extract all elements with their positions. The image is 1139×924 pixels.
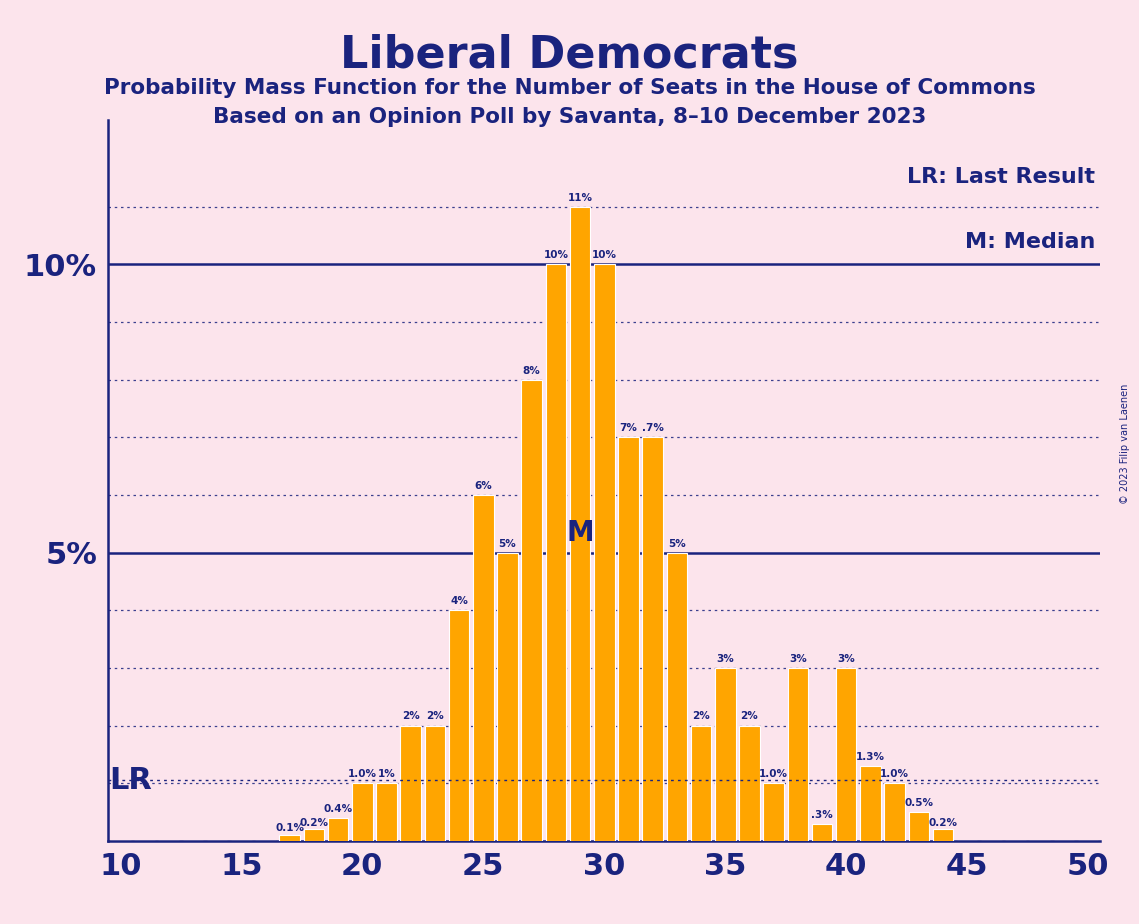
Bar bbox=[642, 437, 663, 841]
Text: LR: LR bbox=[109, 766, 153, 795]
Bar bbox=[328, 818, 349, 841]
Text: 1.0%: 1.0% bbox=[880, 769, 909, 779]
Text: 6%: 6% bbox=[474, 480, 492, 491]
Bar bbox=[860, 766, 880, 841]
Bar bbox=[593, 264, 615, 841]
Text: 0.1%: 0.1% bbox=[276, 823, 304, 833]
Text: 10%: 10% bbox=[543, 250, 568, 261]
Text: Probability Mass Function for the Number of Seats in the House of Commons: Probability Mass Function for the Number… bbox=[104, 78, 1035, 98]
Text: 4%: 4% bbox=[450, 596, 468, 606]
Text: 2%: 2% bbox=[426, 711, 444, 722]
Bar bbox=[376, 784, 396, 841]
Text: 0.2%: 0.2% bbox=[300, 818, 328, 828]
Text: 1.0%: 1.0% bbox=[759, 769, 788, 779]
Bar bbox=[352, 784, 372, 841]
Bar bbox=[933, 830, 953, 841]
Bar bbox=[787, 668, 808, 841]
Text: 8%: 8% bbox=[523, 366, 541, 375]
Bar bbox=[570, 207, 590, 841]
Text: 7%: 7% bbox=[620, 423, 638, 433]
Bar bbox=[279, 835, 300, 841]
Text: M: Median: M: Median bbox=[965, 232, 1096, 252]
Text: © 2023 Filip van Laenen: © 2023 Filip van Laenen bbox=[1121, 383, 1130, 504]
Bar bbox=[884, 784, 904, 841]
Text: 5%: 5% bbox=[499, 539, 516, 549]
Bar bbox=[497, 553, 518, 841]
Text: Liberal Democrats: Liberal Democrats bbox=[341, 33, 798, 77]
Bar bbox=[836, 668, 857, 841]
Text: 0.5%: 0.5% bbox=[904, 798, 933, 808]
Bar bbox=[401, 725, 421, 841]
Bar bbox=[473, 495, 493, 841]
Bar bbox=[666, 553, 687, 841]
Text: 1.3%: 1.3% bbox=[855, 752, 885, 762]
Bar bbox=[812, 823, 833, 841]
Bar bbox=[449, 610, 469, 841]
Text: 0.4%: 0.4% bbox=[323, 804, 353, 814]
Bar bbox=[425, 725, 445, 841]
Text: 10%: 10% bbox=[592, 250, 616, 261]
Text: .3%: .3% bbox=[811, 809, 833, 820]
Text: LR: Last Result: LR: Last Result bbox=[908, 167, 1096, 187]
Bar bbox=[522, 380, 542, 841]
Bar bbox=[909, 812, 929, 841]
Text: 0.2%: 0.2% bbox=[928, 818, 958, 828]
Bar bbox=[763, 784, 784, 841]
Text: 2%: 2% bbox=[402, 711, 419, 722]
Text: .7%: .7% bbox=[641, 423, 664, 433]
Bar bbox=[618, 437, 639, 841]
Text: 1.0%: 1.0% bbox=[347, 769, 377, 779]
Bar bbox=[715, 668, 736, 841]
Bar bbox=[304, 830, 325, 841]
Text: 5%: 5% bbox=[667, 539, 686, 549]
Text: 11%: 11% bbox=[567, 192, 592, 202]
Bar bbox=[546, 264, 566, 841]
Bar bbox=[690, 725, 712, 841]
Text: 3%: 3% bbox=[789, 654, 806, 663]
Text: Based on an Opinion Poll by Savanta, 8–10 December 2023: Based on an Opinion Poll by Savanta, 8–1… bbox=[213, 107, 926, 128]
Text: 2%: 2% bbox=[740, 711, 759, 722]
Text: 3%: 3% bbox=[837, 654, 855, 663]
Text: 1%: 1% bbox=[378, 769, 395, 779]
Bar bbox=[739, 725, 760, 841]
Text: 2%: 2% bbox=[693, 711, 710, 722]
Text: 3%: 3% bbox=[716, 654, 735, 663]
Text: M: M bbox=[566, 518, 593, 547]
